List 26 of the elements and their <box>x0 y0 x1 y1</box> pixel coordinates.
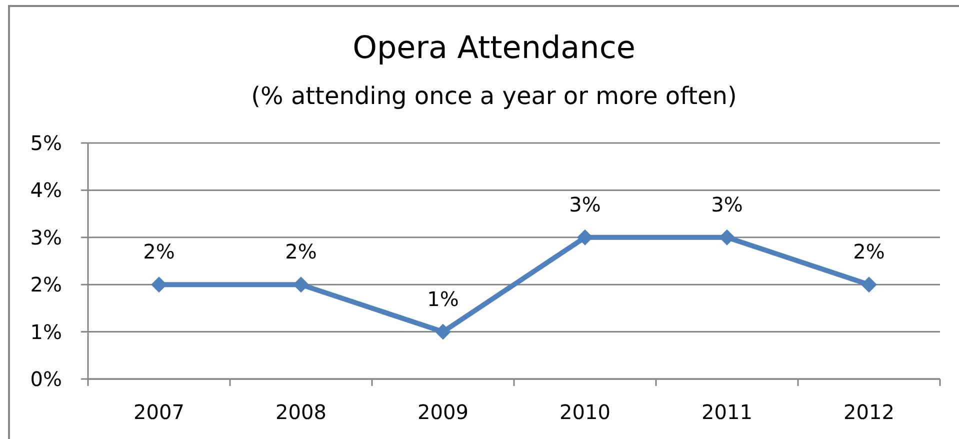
point <box>719 229 735 246</box>
y-tick-label: 4% <box>30 178 62 202</box>
x-tick-label: 2012 <box>844 400 894 424</box>
y-tick-label: 3% <box>30 225 62 250</box>
chart-subtitle: (% attending once a year or more often) <box>251 82 737 110</box>
x-tick-label: 2011 <box>702 400 752 424</box>
data-label: 3% <box>569 192 601 216</box>
y-tick-label: 0% <box>30 367 62 391</box>
x-tick-label: 2008 <box>276 400 326 424</box>
y-tick-label: 5% <box>30 131 62 155</box>
point <box>861 276 877 293</box>
chart-title: Opera Attendance <box>352 30 636 66</box>
x-tick-label: 2007 <box>134 400 184 424</box>
data-label: 2% <box>143 240 175 264</box>
y-tick-label: 1% <box>30 320 62 344</box>
data-label: 2% <box>853 240 885 264</box>
point <box>435 324 451 340</box>
x-tick-label: 2009 <box>418 400 468 424</box>
y-tick-label: 2% <box>30 272 62 297</box>
point <box>577 229 593 246</box>
point <box>293 276 309 293</box>
data-label: 3% <box>711 192 743 216</box>
data-label: 2% <box>285 240 317 264</box>
point <box>151 276 167 293</box>
data-label: 1% <box>427 286 459 311</box>
x-tick-label: 2010 <box>560 400 610 424</box>
